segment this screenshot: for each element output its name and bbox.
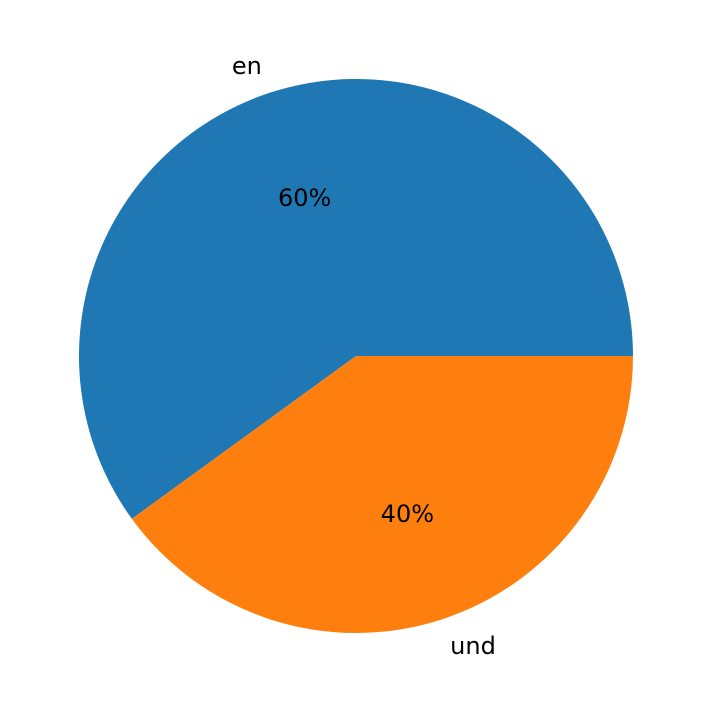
category-label-und: und: [450, 632, 496, 660]
percent-label-und: 40%: [381, 500, 434, 528]
percent-label-en: 60%: [278, 184, 331, 212]
pie-slices: [78, 78, 634, 633]
pie-labels: en 60% und 40%: [232, 52, 496, 660]
pie-slice-und: [131, 356, 634, 633]
category-label-en: en: [232, 52, 262, 80]
pie-slice-en: [78, 78, 634, 519]
